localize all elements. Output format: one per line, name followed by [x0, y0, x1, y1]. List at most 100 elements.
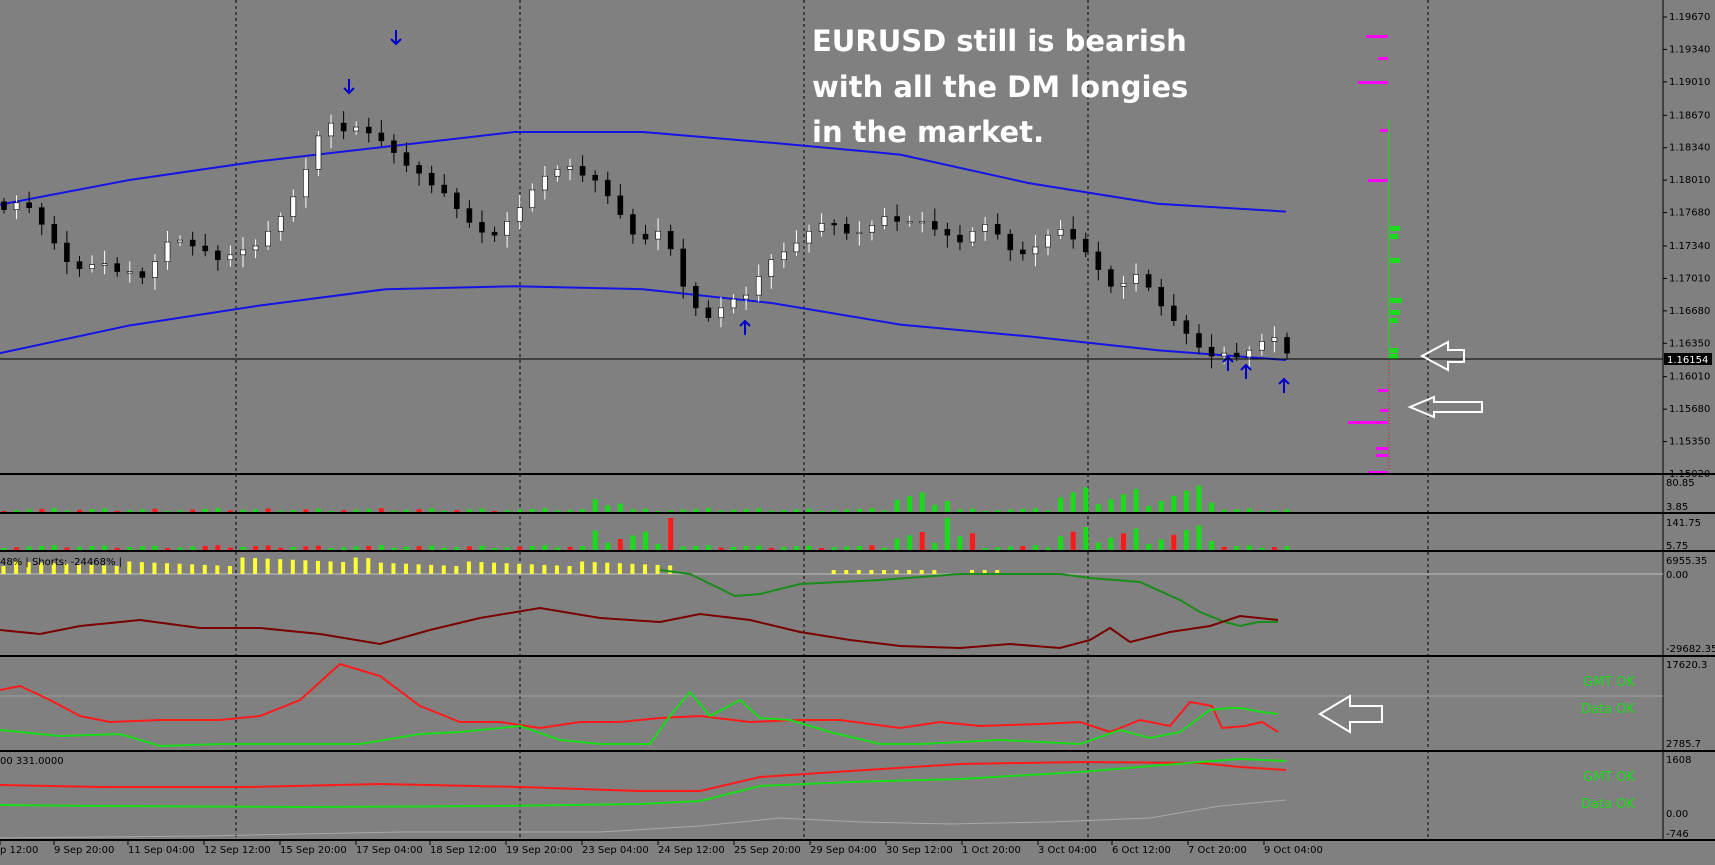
candle-body	[277, 216, 284, 232]
time-axis-label: 1 Oct 20:00	[962, 845, 1021, 856]
histogram-bar	[982, 511, 988, 512]
candle-body	[126, 271, 133, 274]
histogram-bar	[328, 511, 334, 512]
histogram-bar	[26, 546, 32, 550]
candle-body	[1145, 274, 1152, 288]
candle-body	[1259, 341, 1265, 351]
candle-body	[944, 228, 951, 236]
panel4-gmt-status: GMT OK	[1583, 675, 1636, 690]
candle-body	[441, 184, 448, 194]
candle-body	[642, 233, 649, 240]
histogram-bar	[479, 545, 485, 550]
panel5-title: 00 331.0000	[0, 756, 64, 767]
histogram-bar	[1083, 527, 1089, 550]
volume-panel-1	[1, 485, 1290, 512]
candle-body	[114, 263, 121, 272]
histogram-bar	[290, 510, 296, 512]
price-axis-label: 1.16010	[1669, 372, 1710, 383]
sell-level	[1378, 57, 1388, 60]
histogram-bar	[1209, 540, 1215, 550]
time-axis-label: 23 Sep 04:00	[582, 845, 649, 856]
sentiment-bar	[14, 561, 19, 574]
sentiment-bar	[517, 563, 522, 574]
price-axis-label: 1.19010	[1669, 77, 1710, 88]
outline-arrows	[1318, 340, 1483, 734]
histogram-bar	[190, 546, 196, 550]
histogram-bar	[617, 539, 623, 550]
histogram-bar	[932, 542, 938, 550]
histogram-bar	[554, 547, 560, 550]
arrow-head	[1278, 377, 1290, 385]
candle-body	[755, 276, 762, 296]
panel5-data-status: Data OK	[1581, 797, 1635, 812]
candle-body	[265, 230, 271, 247]
histogram-bar	[466, 509, 472, 512]
sell-level	[1380, 409, 1388, 412]
histogram-bar	[869, 508, 875, 512]
sentiment-bar	[328, 561, 333, 574]
histogram-bar	[1058, 536, 1064, 550]
histogram-bar	[466, 546, 472, 550]
histogram-bar	[1158, 539, 1164, 550]
histogram-bar	[1246, 545, 1252, 550]
arrow-down-icon	[343, 79, 355, 95]
panel5-max-label: 1608	[1666, 755, 1691, 766]
buy-level	[1390, 310, 1400, 315]
histogram-bar	[404, 546, 410, 550]
arrow-head	[390, 38, 402, 46]
candle-body	[1095, 251, 1102, 270]
time-axis-label: 6 Oct 12:00	[1112, 845, 1171, 856]
panel1-min-label: 3.85	[1666, 502, 1688, 513]
histogram-bar	[1196, 525, 1202, 550]
panel3-title: 48% | Shorts: -24468% |	[0, 557, 122, 568]
candle-body	[504, 221, 510, 236]
panel4-min-label: 2785.7	[1666, 739, 1701, 750]
sell-level	[1358, 81, 1388, 84]
candle-body	[693, 285, 699, 309]
histogram-bar	[1183, 490, 1189, 512]
histogram-bar	[995, 547, 1001, 550]
histogram-bar	[315, 545, 321, 550]
candle-body	[303, 169, 309, 198]
sentiment-bar	[303, 560, 308, 574]
panel3-max-label: 6955.35	[1666, 556, 1707, 567]
sentiment-bar	[529, 564, 534, 574]
histogram-bar	[1, 548, 7, 550]
panel-separators	[0, 473, 1715, 841]
histogram-bar	[781, 547, 787, 550]
sentiment-bar	[580, 561, 585, 574]
candle-body	[680, 248, 687, 287]
histogram-bar	[165, 511, 171, 512]
histogram-bar	[378, 508, 384, 512]
envelope-bands	[0, 131, 1287, 361]
histogram-bar	[202, 545, 208, 550]
panel3-min-label: -29682.35	[1666, 644, 1715, 655]
sentiment-bar	[114, 566, 119, 574]
candle-body	[202, 245, 209, 252]
panel1-max-label: 80.85	[1666, 478, 1695, 489]
histogram-bar	[1234, 546, 1240, 550]
candle-body	[529, 189, 536, 208]
histogram-bar	[1158, 500, 1164, 512]
price-axis-label: 1.18670	[1669, 110, 1710, 121]
histogram-bar	[278, 510, 284, 512]
time-axis-label: 9 Oct 04:00	[1264, 845, 1323, 856]
histogram-bar	[328, 548, 334, 550]
histogram-bar	[341, 547, 347, 550]
candle-body	[139, 271, 146, 278]
price-panel	[0, 30, 1402, 474]
histogram-bar	[718, 547, 724, 550]
histogram-bar	[643, 508, 648, 512]
histogram-bar	[1020, 508, 1026, 512]
candle-body	[1120, 283, 1127, 287]
histogram-bar	[919, 532, 925, 550]
candle-body	[542, 175, 548, 191]
sentiment-panel	[0, 557, 1279, 650]
candle-body	[1271, 337, 1278, 342]
candle-body	[969, 230, 976, 243]
histogram-bar	[378, 545, 384, 550]
time-axis-label: 17 Sep 04:00	[356, 845, 423, 856]
buy-level	[1390, 298, 1402, 303]
histogram-bar	[492, 548, 498, 550]
